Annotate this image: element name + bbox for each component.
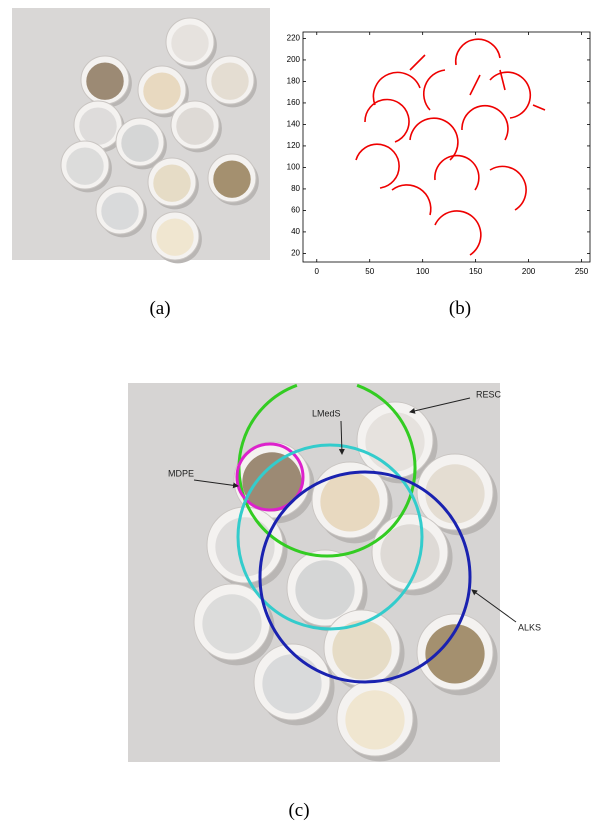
photo-c <box>128 383 500 762</box>
cup-inside <box>425 464 484 523</box>
y-tick-label: 200 <box>287 55 301 64</box>
annotation: ALKS <box>518 622 541 632</box>
cup-inside <box>320 472 379 531</box>
photo-a <box>12 8 270 263</box>
annotation: LMedS <box>312 408 341 418</box>
panel-label: (c) <box>288 800 309 821</box>
y-tick-label: 180 <box>287 77 301 86</box>
cup-inside <box>213 160 250 197</box>
edge-plot: 0 50 100 150 200 250 20 40 60 80 100 120 140 160 180 20… <box>287 32 590 276</box>
y-tick-label: 120 <box>287 141 301 150</box>
annotation: MDPE <box>168 468 194 478</box>
annotation: RESC <box>476 389 502 399</box>
cup-inside <box>101 192 138 229</box>
cup-inside <box>79 107 116 144</box>
cup-inside <box>121 124 158 161</box>
cup-inside <box>171 24 208 61</box>
cup-inside <box>262 654 321 713</box>
figure: 0 50 100 150 200 250 20 40 60 80 100 120 140 160 180 20… <box>0 0 599 836</box>
y-tick-label: 100 <box>287 163 301 172</box>
y-tick-label: 140 <box>287 120 301 129</box>
y-tick-label: 20 <box>291 249 300 258</box>
cup-inside <box>153 164 190 201</box>
x-tick-label: 50 <box>365 267 374 276</box>
y-tick-label: 40 <box>291 227 300 236</box>
x-tick-label: 250 <box>575 267 589 276</box>
y-tick-label: 160 <box>287 98 301 107</box>
cup-inside <box>176 107 213 144</box>
cup-inside <box>156 218 193 255</box>
x-tick-label: 200 <box>522 267 536 276</box>
cup-inside <box>211 62 248 99</box>
y-tick-label: 60 <box>291 206 300 215</box>
page: 0 50 100 150 200 250 20 40 60 80 100 120 140 160 180 20… <box>0 0 599 836</box>
plot-frame <box>303 32 590 262</box>
x-tick-label: 150 <box>469 267 483 276</box>
cup-inside <box>143 72 180 109</box>
x-tick-label: 0 <box>315 267 320 276</box>
y-tick-label: 220 <box>287 34 301 43</box>
panel-label: (a) <box>149 298 170 319</box>
y-tick-label: 80 <box>291 184 300 193</box>
cup-inside <box>380 524 439 583</box>
cup-inside <box>295 560 354 619</box>
cup-inside <box>86 62 123 99</box>
panel-label: (b) <box>449 298 471 319</box>
x-tick-label: 100 <box>416 267 430 276</box>
cup-inside <box>345 690 404 749</box>
cup-inside <box>202 594 261 653</box>
cup-inside <box>66 147 103 184</box>
